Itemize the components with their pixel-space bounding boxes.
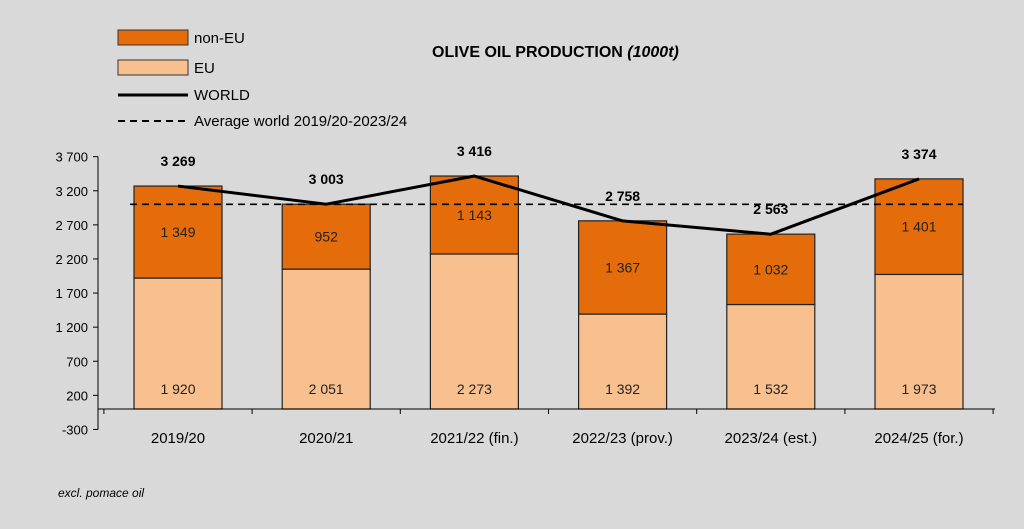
chart-title: OLIVE OIL PRODUCTION (1000t): [432, 44, 679, 61]
data-label-non-eu: 1 143: [457, 207, 492, 223]
data-label-eu: 2 273: [457, 381, 492, 397]
data-label-non-eu: 1 032: [753, 261, 788, 277]
legend-label-average-world: Average world 2019/20-2023/24: [194, 113, 407, 130]
data-label-world: 3 269: [160, 153, 195, 169]
category-label: 2020/21: [299, 430, 353, 447]
y-tick-label: 3 700: [55, 150, 88, 165]
y-tick-label: -300: [62, 422, 88, 437]
y-tick-label: 3 200: [55, 184, 88, 199]
bar-non-eu: [281, 203, 371, 270]
data-label-non-eu: 1 401: [901, 219, 936, 235]
legend: non-EU EU WORLD Average world 2019/20-20…: [117, 29, 407, 130]
bar-non-eu: [726, 233, 816, 306]
category-label: 2024/25 (for.): [874, 430, 963, 447]
data-label-world: 3 374: [901, 146, 936, 162]
bar-non-eu: [133, 185, 223, 279]
legend-swatch-non-eu: [117, 29, 189, 46]
category-label: 2023/24 (est.): [725, 430, 818, 447]
bar-eu: [133, 277, 223, 410]
bar-eu: [726, 303, 816, 410]
y-tick-label: 2 200: [55, 252, 88, 267]
category-label: 2022/23 (prov.): [572, 430, 673, 447]
bar-eu: [874, 273, 964, 410]
footnote: excl. pomace oil: [58, 486, 144, 500]
data-label-eu: 1 532: [753, 381, 788, 397]
legend-label-non-eu: non-EU: [194, 30, 245, 47]
y-tick-label: 1 700: [55, 286, 88, 301]
data-label-world: 3 003: [309, 171, 344, 187]
legend-label-eu: EU: [194, 60, 215, 77]
data-label-world: 3 416: [457, 143, 492, 159]
data-label-eu: 1 392: [605, 381, 640, 397]
bar-non-eu: [874, 178, 964, 276]
data-label-eu: 1 920: [160, 381, 195, 397]
legend-swatch-eu: [117, 59, 189, 76]
data-label-world: 2 758: [605, 188, 640, 204]
data-label-world: 2 563: [753, 201, 788, 217]
bar-non-eu: [577, 220, 668, 315]
category-label: 2021/22 (fin.): [430, 430, 518, 447]
data-label-non-eu: 1 349: [160, 224, 195, 240]
data-label-eu: 2 051: [309, 381, 344, 397]
y-tick-label: 2 700: [55, 218, 88, 233]
chart-title-unit: (1000t): [627, 44, 679, 61]
y-tick-label: 200: [66, 388, 88, 403]
bar-eu: [281, 268, 371, 410]
y-tick-label: 700: [66, 354, 88, 369]
world-line: [177, 174, 920, 236]
plot-area: -300 200 700 1 200 1 700 2 200 2 700 3 200 3 700…: [55, 143, 995, 447]
chart-title-main: OLIVE OIL PRODUCTION: [432, 44, 623, 61]
y-tick-label: 1 200: [55, 320, 88, 335]
category-label: 2019/20: [151, 430, 205, 447]
data-label-non-eu: 952: [315, 229, 339, 245]
data-label-eu: 1 973: [901, 381, 936, 397]
bar-eu: [429, 253, 519, 410]
legend-label-world: WORLD: [194, 87, 250, 104]
data-label-non-eu: 1 367: [605, 259, 640, 275]
